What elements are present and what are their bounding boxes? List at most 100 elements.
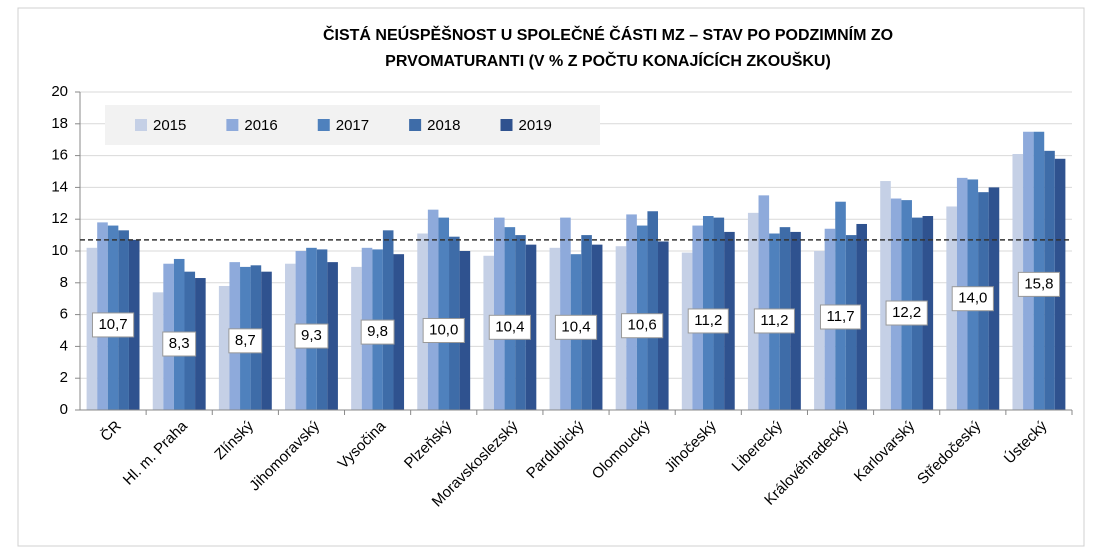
- data-label-box: [91, 312, 135, 338]
- bar: [327, 262, 338, 410]
- chart-title: ČISTÁ NEÚSPĚŠNOST U SPOLEČNÉ ČÁSTI MZ – …: [323, 25, 893, 44]
- y-tick-label: 8: [60, 274, 68, 291]
- y-tick-label: 16: [51, 147, 68, 164]
- data-label-box: [753, 308, 795, 334]
- data-label: 11,2: [687, 308, 729, 334]
- data-label: 11,2: [753, 308, 795, 334]
- bar: [1033, 131, 1045, 410]
- data-label-box: [228, 328, 263, 354]
- bar: [560, 217, 571, 410]
- legend-swatch: [500, 119, 513, 131]
- legend-label: 2016: [244, 117, 277, 134]
- bar: [615, 246, 627, 410]
- data-label-text: 11,2: [760, 312, 788, 329]
- legend-label: 2015: [153, 117, 186, 134]
- data-label-box: [819, 304, 862, 330]
- legend-swatch: [226, 119, 239, 131]
- bar: [128, 239, 140, 410]
- bar: [417, 233, 428, 410]
- bar: [747, 212, 759, 410]
- data-label-text: 9,8: [367, 323, 388, 340]
- y-tick-label: 20: [51, 83, 68, 100]
- data-label-box: [951, 286, 994, 312]
- data-label: 10,7: [91, 312, 135, 338]
- data-label: 12,2: [885, 300, 928, 326]
- data-label-text: 15,8: [1024, 275, 1053, 292]
- data-label-text: 9,3: [301, 327, 322, 344]
- bar: [790, 231, 801, 410]
- data-label: 10,4: [554, 314, 598, 340]
- y-tick-label: 6: [60, 306, 68, 323]
- bar: [549, 247, 561, 410]
- legend-label: 2017: [336, 117, 369, 134]
- bar: [1023, 131, 1034, 410]
- bar: [493, 217, 505, 410]
- data-label: 9,8: [360, 319, 395, 345]
- legend-swatch: [409, 119, 422, 131]
- y-tick-label: 10: [51, 242, 68, 259]
- data-label: 8,3: [162, 331, 197, 357]
- data-label: 9,3: [294, 323, 329, 349]
- data-label: 11,7: [819, 304, 862, 330]
- legend-box: [105, 105, 600, 145]
- legend-swatch: [135, 119, 147, 131]
- bar: [459, 251, 471, 410]
- y-tick-label: 2: [60, 369, 68, 386]
- bar: [591, 244, 603, 410]
- data-label-text: 10,4: [495, 318, 524, 335]
- bar: [393, 254, 405, 410]
- data-label: 8,7: [228, 328, 263, 354]
- y-tick-label: 4: [60, 337, 68, 354]
- bar: [758, 195, 770, 410]
- data-label: 15,8: [1017, 271, 1061, 297]
- data-label-box: [422, 318, 465, 343]
- data-label-box: [360, 319, 395, 345]
- data-label-text: 10,7: [98, 316, 127, 333]
- data-label-box: [162, 331, 197, 357]
- bar: [988, 187, 1000, 410]
- bar: [658, 241, 669, 410]
- data-label: 14,0: [951, 286, 994, 312]
- bar: [261, 271, 272, 410]
- y-tick-label: 12: [51, 210, 68, 227]
- legend-swatch: [317, 119, 330, 131]
- bar: [856, 223, 867, 410]
- chart-title: PRVOMATURANTI (V % Z POČTU KONAJÍCÍCH ZK…: [385, 51, 831, 70]
- data-label: 10,0: [422, 318, 465, 343]
- bar: [626, 214, 637, 410]
- bar: [427, 209, 439, 410]
- data-label-text: 10,4: [561, 318, 590, 335]
- bar: [152, 292, 164, 410]
- data-label-box: [621, 313, 664, 339]
- data-label-text: 11,7: [826, 308, 854, 325]
- y-tick-label: 0: [60, 401, 68, 418]
- data-label-text: 10,6: [628, 317, 657, 334]
- bar: [351, 266, 362, 410]
- y-tick-label: 18: [51, 115, 68, 132]
- bar: [525, 244, 537, 410]
- data-label-box: [488, 314, 531, 340]
- bar: [1012, 154, 1024, 410]
- data-label-box: [294, 323, 329, 349]
- bar: [438, 217, 450, 410]
- bar: [1054, 158, 1066, 410]
- bar: [814, 251, 825, 410]
- bar: [285, 263, 296, 410]
- data-label-box: [1017, 271, 1061, 297]
- data-label: 10,4: [488, 314, 531, 340]
- data-label-box: [687, 308, 729, 334]
- data-label: 10,6: [621, 313, 664, 339]
- data-label-box: [554, 314, 598, 340]
- bar: [946, 206, 957, 410]
- data-label-text: 11,2: [694, 312, 722, 329]
- bar: [724, 231, 735, 410]
- bar: [647, 211, 659, 410]
- bar: [681, 252, 693, 410]
- legend-label: 2018: [427, 117, 460, 134]
- data-label-text: 10,0: [429, 321, 458, 338]
- bar: [922, 216, 934, 410]
- bar: [483, 255, 494, 410]
- data-label-text: 8,3: [169, 335, 190, 352]
